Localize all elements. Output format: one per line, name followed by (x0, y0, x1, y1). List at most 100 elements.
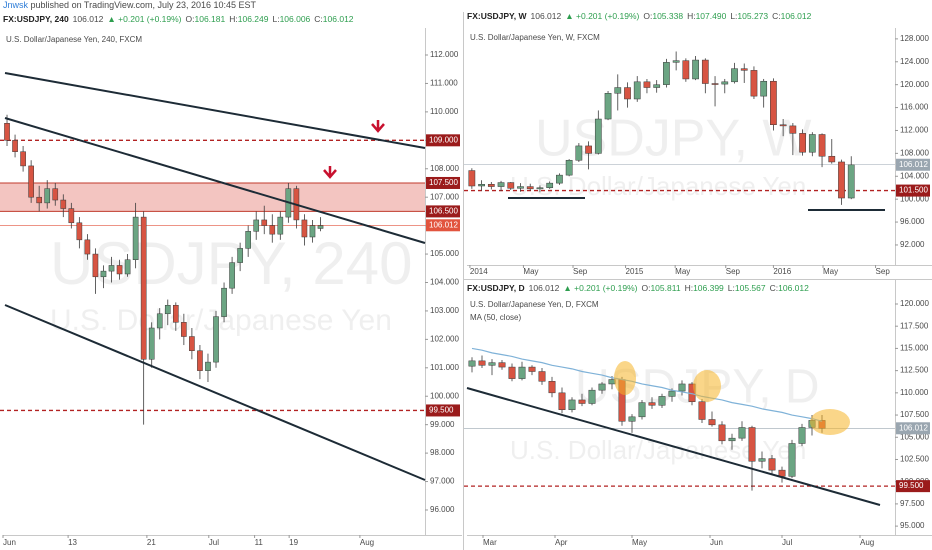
header-ohlc-label: H: (687, 11, 696, 21)
candle-body (768, 458, 776, 471)
candle-body (526, 186, 534, 190)
annotations (4, 72, 885, 506)
y-tick-label: 120.000 (900, 80, 929, 89)
candle-body (205, 361, 211, 371)
candle-body (156, 313, 163, 329)
candle-body (478, 184, 485, 187)
candle-body (585, 145, 592, 154)
candle-body (798, 427, 806, 444)
candle-body (738, 427, 746, 439)
candle-body (221, 287, 227, 317)
y-tick-label: 97.000 (430, 477, 455, 486)
x-tick-label: May (523, 267, 538, 276)
watermark-subtitle: U.S. Dollar/Japanese Yen (510, 435, 806, 465)
candle-body (148, 327, 155, 360)
candle-body (682, 60, 690, 80)
price-tag-label: 106.012 (899, 160, 928, 169)
header-ohlc-label: C: (770, 283, 779, 293)
header-ohlc-label: H: (229, 14, 238, 24)
candle-body (517, 186, 524, 189)
candle-body (116, 265, 123, 275)
candle-body (788, 443, 796, 477)
header-ohlc-value: 105.338 (652, 11, 683, 21)
candle-body (108, 265, 115, 272)
y-tick-label: 98.000 (430, 448, 455, 457)
candle-body (698, 401, 706, 420)
y-tick-label: 128.000 (900, 34, 929, 43)
price-tag (426, 134, 460, 147)
watermark-subtitle: U.S. Dollar/Japanese Yen (50, 304, 392, 337)
y-tick-label: 120.000 (900, 299, 929, 308)
header-ohlc-label: L: (730, 11, 737, 21)
candle-body (779, 124, 787, 127)
candle-body (628, 416, 636, 422)
y-tick-label: 97.500 (900, 499, 925, 508)
candle-body (140, 216, 147, 360)
candle-body (518, 366, 526, 379)
candle-body (12, 140, 18, 152)
candle-body (181, 322, 187, 337)
y-tick-label: 99.000 (430, 420, 455, 429)
candle-body (648, 402, 656, 406)
candle-body (269, 225, 276, 235)
candle-body (497, 182, 505, 187)
candle-body (309, 225, 316, 238)
header-symbol: FX:USDJPY, W (467, 11, 527, 21)
trendline (4, 72, 426, 149)
header-ohlc-label: L: (728, 283, 735, 293)
arrow (371, 120, 385, 133)
candle-body (189, 336, 195, 351)
x-tick-label: 2014 (470, 267, 488, 276)
y-tick-label: 104.000 (900, 171, 929, 180)
header-symbol: FX:USDJPY, D (467, 283, 525, 293)
candle-body (478, 360, 486, 366)
header-change: ▲ +0.201 (+0.19%) (565, 11, 639, 21)
header: FX:USDJPY, 240 106.012 ▲ +0.201 (+0.19%) O:… (3, 14, 354, 24)
y-tick-label: 104.000 (430, 278, 459, 287)
highlight (693, 370, 721, 402)
price-tag-label: 106.012 (429, 220, 458, 229)
price-tag-label: 107.500 (429, 178, 458, 187)
candle-body (604, 93, 612, 120)
candle-body (546, 182, 554, 188)
price-tag (896, 158, 930, 171)
candle-body (701, 59, 709, 84)
x-tick-label: May (675, 267, 690, 276)
candle-body (507, 182, 515, 189)
candle-body (731, 68, 738, 83)
price-tag (426, 205, 460, 218)
price-tag (426, 219, 460, 232)
candle-body (568, 399, 576, 410)
candle-body (578, 399, 586, 404)
candle-body (692, 59, 699, 80)
header-ohlc-label: O: (643, 11, 652, 21)
candle-body (237, 248, 243, 263)
candle-body (548, 381, 556, 394)
y-tick-label: 108.000 (900, 148, 929, 157)
candle-body (624, 87, 631, 100)
candle-body (838, 161, 845, 199)
candle-body (770, 80, 777, 125)
candle-body (663, 62, 670, 85)
candle-body (44, 188, 51, 204)
header-price: 106.012 (531, 11, 562, 21)
price-tag-label: 109.000 (429, 135, 458, 144)
y-tick-label: 112.000 (900, 126, 929, 135)
header-price: 106.012 (73, 14, 104, 24)
x-tick-label: 19 (289, 538, 298, 547)
description: U.S. Dollar/Japanese Yen, 240, FXCM (6, 35, 142, 44)
header-ohlc-label: C: (772, 11, 781, 21)
candle-body (36, 196, 42, 204)
header-ohlc-value: 106.181 (195, 14, 226, 24)
ma-line (471, 347, 823, 422)
price-tag-label: 99.500 (899, 481, 924, 490)
candle-body (653, 84, 661, 88)
candle-body (594, 118, 602, 154)
candle-body (488, 362, 496, 366)
x-tick-label: Sep (726, 267, 741, 276)
x-tick-label: Mar (483, 538, 497, 547)
y-tick-label: 115.000 (900, 344, 929, 353)
candle-body (721, 81, 729, 85)
x-tick-label: May (632, 538, 647, 547)
y-tick-label: 124.000 (900, 57, 929, 66)
